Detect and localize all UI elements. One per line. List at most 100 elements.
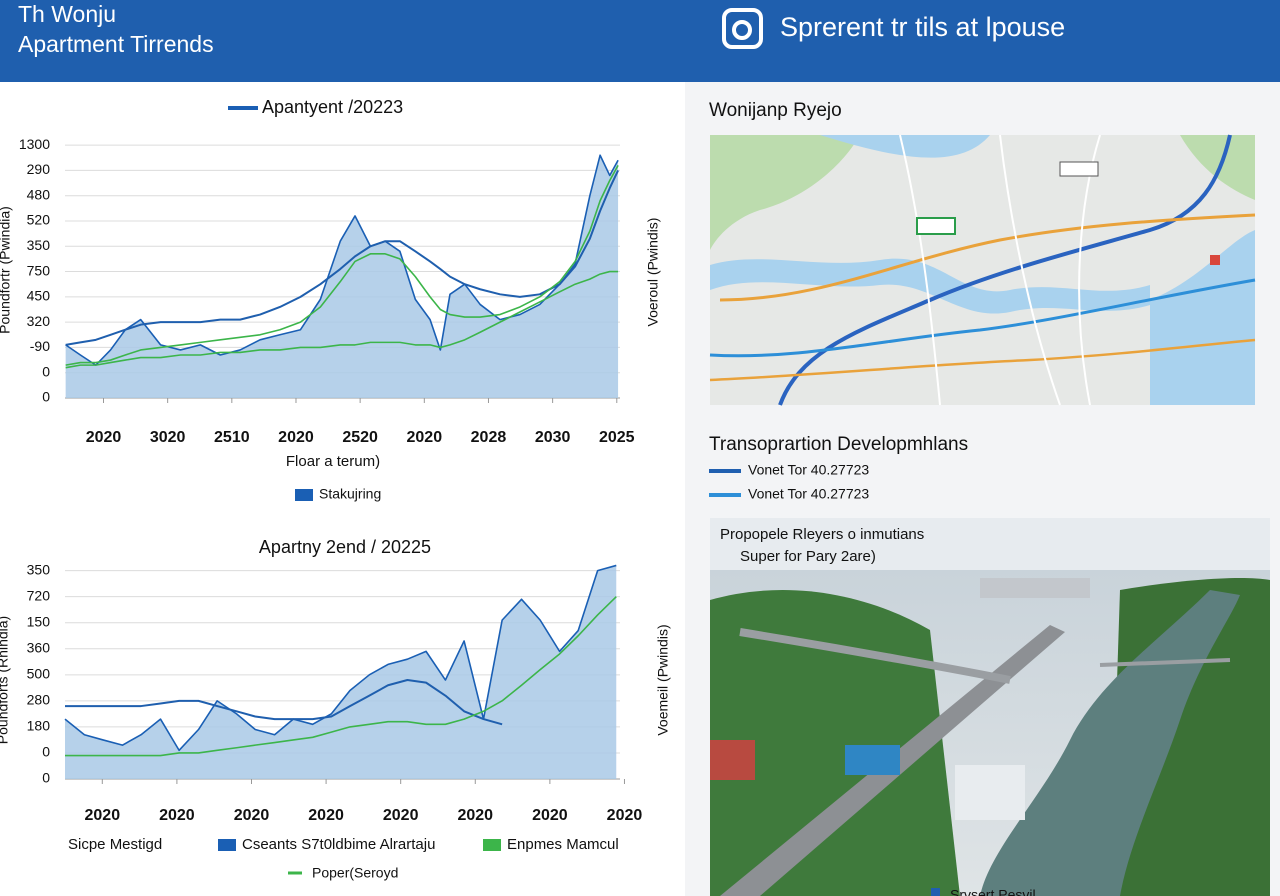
area (65, 155, 619, 398)
transport-legend: Vonet Tor 40.27723 Vonet Tor 40.27723 (709, 462, 869, 502)
y-tick-label: 360 (27, 639, 51, 655)
photo-hill (710, 590, 960, 896)
legend-label: Enpmes Mamcul (507, 836, 619, 853)
x-tick-label: 2020 (278, 429, 314, 446)
footer-swatch (931, 888, 940, 896)
y-tick-label: 750 (27, 262, 51, 278)
section-title: Transoprartion Developmhlans (709, 434, 968, 455)
map-route (709, 278, 1256, 358)
x-tick-label: 2520 (342, 429, 378, 446)
legend-label: Cseants S7t0ldbime Alrartaju (242, 836, 435, 853)
y-tick-label: 0 (42, 389, 50, 405)
line (65, 270, 619, 369)
photo-header (710, 518, 1270, 570)
x-tick-label: 2028 (471, 429, 507, 446)
legend-label: Vonet Tor 40.27723 (748, 462, 869, 478)
y-tick-label: 350 (27, 561, 51, 577)
photo-building (710, 740, 755, 780)
map-water (820, 135, 990, 158)
chart-caption: Sicpe Mestigd (68, 836, 162, 853)
y-tick-label: 720 (27, 587, 51, 603)
map-marker[interactable] (1059, 161, 1099, 177)
header-title: Th Wonju (18, 1, 116, 27)
x-tick-label: 2020 (86, 429, 122, 446)
y-tick-label: 480 (27, 186, 51, 202)
y-tick-label: 0 (42, 744, 50, 760)
photo-buildings (980, 578, 1090, 598)
map-river (710, 258, 1150, 314)
y-tick-label: 450 (27, 288, 51, 304)
y-tick-label: 1300 (19, 136, 50, 152)
x-tick-label: 2025 (599, 429, 635, 446)
legend-note: Poper(Seroyd (312, 865, 398, 881)
camera-icon[interactable] (722, 8, 763, 49)
charts: 1300 290 480 520 350 750 450 320 -90 0 0 2020 3020 25… (19, 106, 643, 853)
header-title: Apartment Tirrends (18, 31, 214, 57)
chart: 1300 290 480 520 350 750 450 320 -90 0 0 2020 3020 25… (19, 106, 635, 502)
legend-label: Stakujring (319, 486, 381, 502)
x-tick-label: 2020 (457, 807, 493, 824)
legend-swatch (295, 489, 313, 501)
photo (710, 570, 1270, 896)
y-tick-label: 320 (27, 313, 51, 329)
line (64, 564, 617, 752)
map-road (719, 213, 1256, 302)
y-axis-label: Poundfortr (Pwindia) (0, 206, 13, 334)
chart: 350 720 150 360 500 280 180 0 0 2020 2020 2020 2020 2… (27, 561, 643, 853)
y-tick-label: 500 (27, 666, 51, 682)
photo-building (955, 765, 1025, 820)
legend-swatch (218, 839, 236, 851)
x-tick-label: 2020 (234, 807, 270, 824)
chart-title: Apartny 2end / 20225 (259, 537, 431, 557)
map-park (1180, 135, 1255, 200)
photo-river (980, 590, 1240, 896)
y-tick-label: 150 (27, 613, 51, 629)
x-axis-label: Floar a terum) (286, 453, 380, 470)
footer-label: Srvsert Pesvil (950, 887, 1036, 896)
line (65, 596, 617, 757)
header-bar (0, 0, 1280, 82)
camera-lens (732, 20, 752, 40)
photo-bridge (739, 628, 1011, 684)
map-title: Wonijanp Ryejo (709, 100, 842, 121)
y-axis-label: Poundforts (Rhindia) (0, 616, 11, 744)
x-tick-label: 2020 (85, 807, 121, 824)
map-bay (1150, 230, 1255, 405)
photo-bridge (1099, 658, 1231, 667)
map-road (709, 338, 1256, 382)
legend-label: Vonet Tor 40.27723 (748, 486, 869, 502)
legend-swatch (483, 839, 501, 851)
photo-subtitle: Super for Pary 2are) (740, 548, 876, 565)
y2-axis-label: Voeroul (Pwindis) (645, 218, 661, 327)
map-route (778, 134, 1232, 406)
map[interactable] (709, 134, 1256, 406)
area (65, 565, 617, 779)
x-tick-label: 2020 (308, 807, 344, 824)
x-tick-label: 2020 (532, 807, 568, 824)
y-tick-label: -90 (30, 338, 50, 354)
chart-title: Apantyent /20223 (262, 97, 403, 117)
x-tick-label: 2020 (159, 807, 195, 824)
y-tick-label: 180 (27, 718, 51, 734)
photo-building (845, 745, 900, 775)
line (65, 164, 619, 366)
y-tick-label: 350 (27, 237, 51, 253)
x-tick-label: 2510 (214, 429, 250, 446)
map-park (710, 135, 860, 250)
x-tick-label: 2020 (383, 807, 419, 824)
y2-axis-label: Voemeil (Pwindis) (655, 624, 671, 735)
y-tick-label: 520 (27, 212, 51, 228)
y-tick-label: 290 (27, 161, 51, 177)
x-tick-label: 3020 (150, 429, 186, 446)
line (65, 679, 503, 726)
map-marker[interactable] (1210, 255, 1220, 265)
y-tick-label: 0 (42, 770, 50, 786)
x-tick-label: 2030 (535, 429, 571, 446)
map-marker[interactable] (916, 217, 956, 235)
x-tick-label: 2020 (607, 807, 643, 824)
y-tick-label: 0 (42, 363, 50, 379)
y-tick-label: 280 (27, 692, 51, 708)
